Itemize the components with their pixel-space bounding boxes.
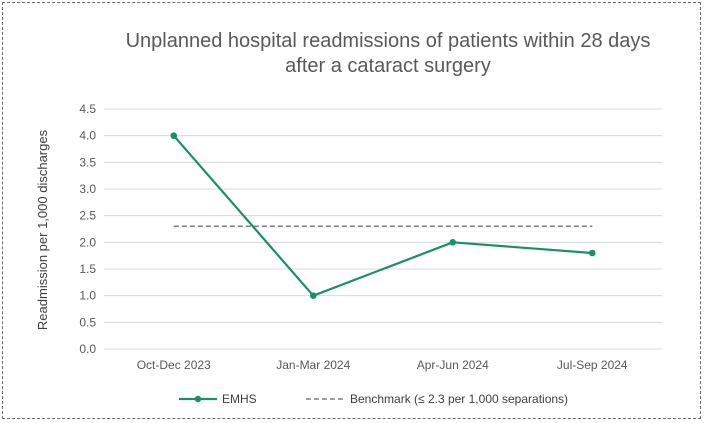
y-tick-label: 2.5 — [79, 209, 96, 223]
y-tick-label: 4.5 — [79, 102, 96, 116]
x-tick-label: Jan-Mar 2024 — [276, 358, 350, 372]
x-axis-ticks: Oct-Dec 2023 Jan-Mar 2024 Apr-Jun 2024 Jul-… — [137, 358, 628, 372]
gridlines — [104, 108, 662, 350]
y-tick-label: 4.0 — [79, 129, 96, 143]
chart-title-line-1: Unplanned hospital readmissions of patie… — [126, 30, 651, 52]
emhs-data-point — [588, 249, 596, 257]
emhs-data-point — [449, 239, 457, 246]
y-tick-label: 1.0 — [79, 289, 96, 303]
x-tick-label: Jul-Sep 2024 — [557, 358, 628, 372]
legend-benchmark-label: Benchmark (≤ 2.3 per 1,000 separations) — [350, 392, 568, 406]
x-tick-label: Oct-Dec 2023 — [137, 358, 211, 372]
y-tick-label: 1.5 — [79, 262, 96, 276]
y-axis-label: Readmission per 1,000 discharges — [35, 129, 50, 330]
y-axis-ticks: 0.0 0.5 1.0 1.5 2.0 2.5 3.0 3.5 4.0 4.5 — [79, 102, 96, 356]
y-tick-label: 0.5 — [79, 315, 96, 329]
y-tick-label: 2.0 — [79, 235, 96, 249]
emhs-data-point — [170, 132, 178, 139]
emhs-series-line — [172, 134, 593, 297]
chart-title-line-2: after a cataract surgery — [285, 55, 491, 77]
y-tick-label: 3.5 — [79, 155, 96, 169]
legend-emhs-marker — [194, 395, 202, 403]
emhs-data-point — [309, 292, 317, 299]
y-tick-label: 0.0 — [79, 342, 96, 356]
x-tick-label: Apr-Jun 2024 — [417, 358, 489, 372]
y-tick-label: 3.0 — [79, 182, 96, 196]
legend-emhs-label: EMHS — [222, 392, 257, 406]
emhs-series-points — [170, 132, 596, 299]
legend: EMHS Benchmark (≤ 2.3 per 1,000 separati… — [179, 392, 568, 406]
